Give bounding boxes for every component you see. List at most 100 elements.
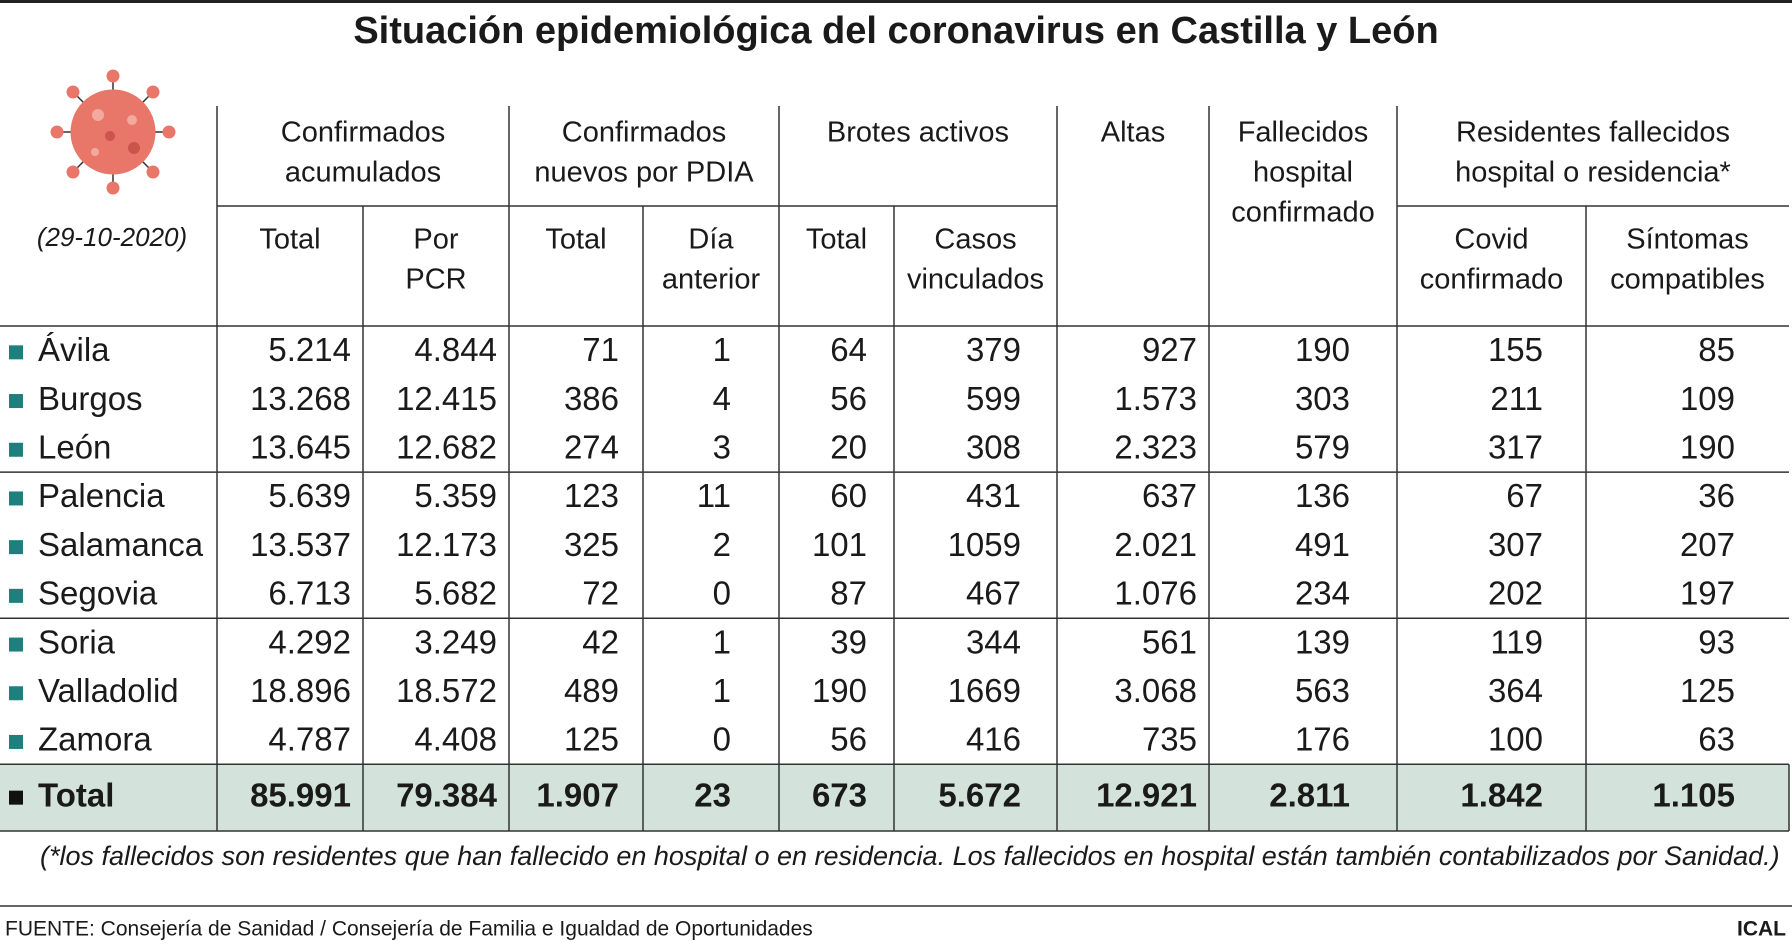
cell: 3 [713, 428, 731, 465]
cell: 1.076 [1114, 575, 1197, 612]
cell: 125 [1680, 672, 1735, 709]
group-header: confirmado [1231, 197, 1374, 229]
cell: 3.249 [414, 623, 497, 660]
cell: 2.811 [1269, 776, 1350, 813]
cell: 56 [830, 721, 867, 758]
sub-header: Por [413, 224, 458, 256]
group-header: Fallecidos [1238, 117, 1369, 149]
cell: 67 [1506, 477, 1543, 514]
cell: 673 [812, 776, 867, 813]
cell: 4.787 [268, 721, 351, 758]
cell: 71 [582, 331, 619, 368]
group-header: Confirmados [281, 117, 445, 149]
sub-header: Casos [934, 224, 1016, 256]
cell: 20 [830, 428, 867, 465]
cell: 0 [713, 575, 731, 612]
sub-header: confirmado [1420, 264, 1563, 296]
cell: 12.415 [396, 380, 497, 417]
credit: ICAL [1737, 918, 1786, 941]
cell: 1 [713, 672, 731, 709]
sub-header: Total [806, 224, 867, 256]
cell: 5.359 [414, 477, 497, 514]
cell: 561 [1142, 623, 1197, 660]
cell: 123 [564, 477, 619, 514]
cell: 1 [713, 331, 731, 368]
cell: 119 [1490, 623, 1543, 660]
cell: 87 [830, 575, 867, 612]
row-marker [9, 637, 23, 652]
cell: 93 [1698, 623, 1735, 660]
cell: 927 [1142, 331, 1197, 368]
cell: 1059 [948, 526, 1021, 563]
cell: 190 [812, 672, 867, 709]
row-marker [9, 686, 23, 701]
row-label: Soria [38, 623, 116, 660]
row-marker [9, 790, 23, 805]
cell: 12.682 [396, 428, 497, 465]
cell: 207 [1680, 526, 1735, 563]
row-label: Burgos [38, 380, 143, 417]
cell: 23 [694, 776, 731, 813]
cell: 325 [564, 526, 619, 563]
row-marker [9, 491, 23, 506]
cell: 1.573 [1114, 380, 1197, 417]
group-header: Residentes fallecidos [1456, 117, 1730, 149]
row-label: Salamanca [38, 526, 204, 563]
sub-header: Día [688, 224, 734, 256]
cell: 13.537 [250, 526, 351, 563]
cell: 386 [564, 380, 619, 417]
cell: 563 [1295, 672, 1350, 709]
sub-header: Total [545, 224, 606, 256]
row-label: León [38, 428, 111, 465]
cell: 307 [1488, 526, 1543, 563]
sub-header: PCR [405, 264, 466, 296]
row-marker [9, 442, 23, 457]
cell: 431 [966, 477, 1021, 514]
cell: 79.384 [396, 776, 498, 813]
title: Situación epidemiológica del coronavirus… [353, 10, 1438, 52]
cell: 12.921 [1096, 776, 1197, 813]
cell: 2.323 [1114, 428, 1197, 465]
cell: 4.408 [414, 721, 497, 758]
top-rule [0, 0, 1792, 3]
cell: 56 [830, 380, 867, 417]
sub-header: vinculados [907, 264, 1044, 296]
cell: 234 [1295, 575, 1350, 612]
row-label: Segovia [38, 575, 158, 612]
cell: 13.645 [250, 428, 351, 465]
cell: 176 [1295, 721, 1350, 758]
sub-header: Total [259, 224, 320, 256]
row-label: Valladolid [38, 672, 179, 709]
cell: 1.842 [1460, 776, 1543, 813]
cell: 599 [966, 380, 1021, 417]
cell: 109 [1680, 380, 1735, 417]
cell: 1.105 [1652, 776, 1735, 813]
group-header: hospital [1253, 157, 1353, 189]
cell: 5.639 [268, 477, 351, 514]
cell: 735 [1142, 721, 1197, 758]
cell: 5.682 [414, 575, 497, 612]
cell: 155 [1488, 331, 1543, 368]
sub-header: Covid [1454, 224, 1528, 256]
row-label: Palencia [38, 477, 165, 514]
cell: 64 [830, 331, 867, 368]
cell: 4.844 [414, 331, 497, 368]
cell: 85.991 [250, 776, 351, 813]
sub-header: Síntomas [1626, 224, 1749, 256]
cell: 637 [1142, 477, 1197, 514]
cell: 190 [1295, 331, 1350, 368]
cell: 1 [713, 623, 731, 660]
row-marker [9, 345, 23, 360]
cell: 12.173 [396, 526, 497, 563]
virus-icon [50, 69, 176, 195]
cell: 202 [1488, 575, 1543, 612]
cell: 39 [830, 623, 867, 660]
group-header: Confirmados [562, 117, 726, 149]
cell: 42 [582, 623, 619, 660]
cell: 364 [1488, 672, 1543, 709]
source: FUENTE: Consejería de Sanidad / Consejer… [5, 918, 813, 941]
date: (29-10-2020) [37, 222, 187, 252]
cell: 136 [1295, 477, 1350, 514]
row-label: Ávila [38, 331, 110, 368]
cell: 317 [1488, 428, 1543, 465]
